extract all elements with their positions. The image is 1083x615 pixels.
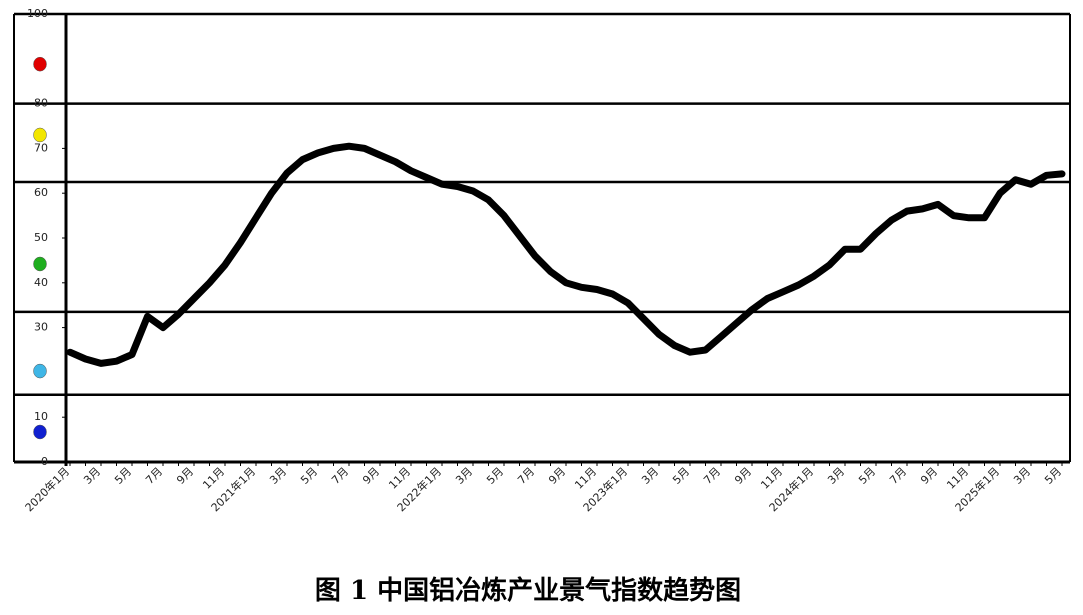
x-tick-label: 7月 (887, 465, 909, 487)
x-tick-label: 9月 (360, 465, 382, 487)
x-tick-label: 11月 (758, 465, 785, 492)
x-tick-label: 9月 (732, 465, 754, 487)
x-tick-label: 5月 (856, 465, 878, 487)
zone-marker (33, 363, 47, 379)
y-tick-label: 30 (34, 321, 48, 334)
y-tick-label: 0 (41, 455, 48, 468)
y-tick-label: 70 (34, 141, 48, 154)
x-tick-label: 11月 (200, 465, 227, 492)
y-tick-label: 50 (34, 231, 48, 244)
y-tick-label: 40 (34, 276, 48, 289)
series-line (66, 142, 1066, 367)
x-tick-label: 5月 (298, 465, 320, 487)
x-tick-label: 5月 (670, 465, 692, 487)
x-tick-label: 3月 (81, 465, 103, 487)
x-tick-label: 7月 (701, 465, 723, 487)
x-tick-label: 3月 (825, 465, 847, 487)
y-tick-label: 80 (34, 97, 48, 110)
x-tick-label: 11月 (944, 465, 971, 492)
x-tick-label: 7月 (329, 465, 351, 487)
x-tick-label: 9月 (546, 465, 568, 487)
x-tick-label: 3月 (267, 465, 289, 487)
zone-marker (33, 424, 47, 440)
x-tick-label: 5月 (112, 465, 134, 487)
x-tick-label: 3月 (639, 465, 661, 487)
x-tick-label: 9月 (918, 465, 940, 487)
y-tick-label: 10 (34, 410, 48, 423)
x-tick-label: 3月 (1011, 465, 1033, 487)
zone-marker (33, 256, 47, 272)
x-tick-label: 2020年1月 (22, 464, 72, 514)
chart-title: 图 1 中国铝冶炼产业景气指数趋势图 (315, 575, 741, 606)
x-tick-label: 7月 (143, 465, 165, 487)
zone-marker (33, 127, 47, 143)
x-tick-label: 11月 (386, 465, 413, 492)
x-tick-label: 11月 (572, 465, 599, 492)
x-tick-label: 5月 (1042, 465, 1064, 487)
x-tick-label: 7月 (515, 465, 537, 487)
zone-marker (33, 56, 47, 72)
x-tick-label: 9月 (174, 465, 196, 487)
x-tick-label: 5月 (484, 465, 506, 487)
y-tick-label: 60 (34, 186, 48, 199)
x-tick-label: 3月 (453, 465, 475, 487)
y-tick-label: 100 (27, 7, 48, 20)
